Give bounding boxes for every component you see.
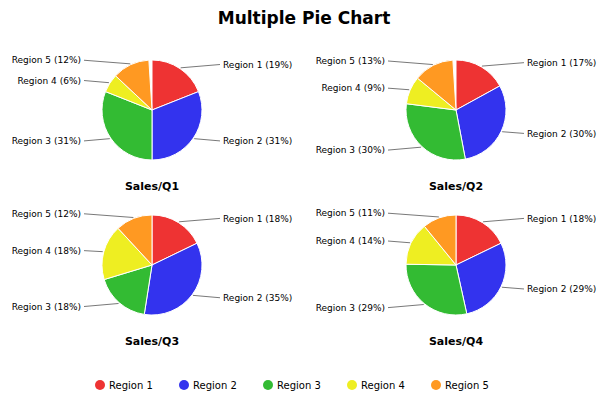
legend-entry: Region 4 — [361, 380, 405, 391]
label-line — [84, 303, 119, 306]
data-label: Region 5 (11%) — [316, 208, 385, 218]
label-line — [388, 147, 421, 150]
data-label: Region 3 (29%) — [316, 303, 385, 313]
data-label: Region 2 (35%) — [223, 293, 292, 303]
label-line — [194, 139, 220, 141]
data-label: Region 3 (30%) — [316, 145, 385, 155]
data-label: Region 5 (13%) — [316, 56, 385, 66]
label-line — [84, 214, 133, 218]
label-line — [388, 241, 410, 243]
pie-label: Sales/Q3 — [125, 335, 179, 348]
label-line — [181, 65, 220, 68]
slice — [424, 215, 456, 265]
label-line — [388, 305, 424, 308]
slice — [118, 215, 152, 265]
data-label: Region 5 (12%) — [12, 55, 81, 65]
title: Multiple Pie Chart — [218, 8, 391, 28]
label-line — [84, 139, 110, 141]
data-label: Region 1 (17%) — [527, 58, 596, 68]
data-label: Region 4 (6%) — [17, 76, 81, 86]
data-label: Region 2 (29%) — [527, 284, 596, 294]
pie-label: Sales/Q4 — [429, 335, 483, 348]
label-line — [483, 218, 524, 221]
slice — [116, 60, 152, 110]
pie-label: Sales/Q1 — [125, 180, 179, 193]
label-line — [84, 251, 103, 252]
data-label: Region 1 (18%) — [527, 214, 596, 224]
data-label: Region 2 (30%) — [527, 129, 596, 139]
legend-swatch — [95, 380, 105, 390]
label-line — [193, 295, 220, 297]
label-line — [502, 287, 524, 289]
legend-entry: Region 2 — [193, 380, 237, 391]
label-line — [84, 60, 130, 64]
data-label: Region 2 (31%) — [223, 136, 292, 146]
data-label: Region 3 (18%) — [12, 302, 81, 312]
pie-label: Sales/Q2 — [429, 180, 483, 193]
legend-swatch — [263, 380, 273, 390]
slice — [406, 264, 467, 315]
slice — [406, 104, 465, 160]
pie: Region 1 (18%) Region 2 (35%) Region 3 (18… — [12, 209, 293, 315]
data-label: Region 1 (18%) — [223, 214, 292, 224]
data-label: Region 5 (12%) — [12, 209, 81, 219]
label-line — [502, 132, 524, 134]
legend: Region 1 Region 2 Region 3 Region 4 Region 5 — [95, 380, 489, 391]
slice — [144, 243, 202, 315]
label-line — [84, 81, 109, 83]
legend-entry: Region 3 — [277, 380, 321, 391]
slice — [152, 92, 202, 160]
legend-entry: Region 1 — [109, 380, 153, 391]
legend-swatch — [431, 380, 441, 390]
slice — [417, 60, 456, 110]
pie: Region 1 (18%) Region 2 (29%) Region 3 (29… — [316, 208, 597, 315]
label-line — [388, 88, 409, 90]
pie: Region 1 (19%) Region 2 (31%) Region 3 (31… — [12, 55, 293, 160]
label-line — [388, 61, 433, 65]
pie: Region 1 (17%) Region 2 (30%) Region 3 (30… — [316, 56, 597, 160]
data-label: Region 3 (31%) — [12, 136, 81, 146]
label-line — [179, 218, 220, 221]
data-label: Region 4 (18%) — [12, 246, 81, 256]
data-label: Region 4 (9%) — [321, 83, 385, 93]
label-line — [388, 213, 439, 217]
chart: Multiple Pie Chart Region 1 (19%) Region 2… — [0, 0, 608, 407]
label-line — [482, 63, 524, 66]
legend-entry: Region 5 — [445, 380, 489, 391]
data-label: Region 1 (19%) — [223, 60, 292, 70]
legend-swatch — [347, 380, 357, 390]
legend-swatch — [179, 380, 189, 390]
data-label: Region 4 (14%) — [316, 236, 385, 246]
